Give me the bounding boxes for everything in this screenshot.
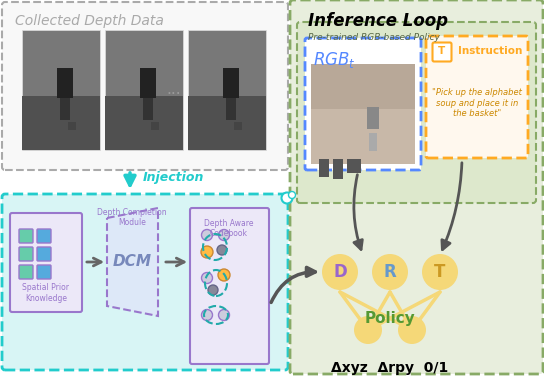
- Bar: [223, 68, 239, 98]
- Circle shape: [422, 254, 458, 290]
- Bar: [347, 159, 361, 173]
- Polygon shape: [107, 208, 158, 316]
- Text: Depth Aware
Codebook: Depth Aware Codebook: [204, 219, 254, 238]
- Text: Instruction: Instruction: [458, 46, 522, 56]
- Text: Δxyz  Δrpy  0/1: Δxyz Δrpy 0/1: [331, 361, 449, 375]
- FancyBboxPatch shape: [19, 247, 33, 261]
- FancyBboxPatch shape: [2, 194, 288, 370]
- FancyBboxPatch shape: [10, 213, 82, 312]
- FancyBboxPatch shape: [190, 208, 269, 364]
- Text: Policy: Policy: [364, 311, 416, 326]
- Text: Collected Depth Data: Collected Depth Data: [15, 14, 164, 28]
- Bar: [22, 30, 100, 150]
- FancyBboxPatch shape: [305, 38, 421, 170]
- FancyBboxPatch shape: [19, 265, 33, 279]
- Bar: [188, 30, 266, 150]
- FancyBboxPatch shape: [426, 36, 528, 158]
- Bar: [60, 98, 70, 120]
- Bar: [22, 96, 100, 150]
- Text: R: R: [384, 263, 397, 281]
- Circle shape: [219, 309, 230, 320]
- Circle shape: [219, 229, 230, 241]
- Circle shape: [208, 285, 218, 295]
- Bar: [367, 107, 379, 129]
- FancyBboxPatch shape: [19, 229, 33, 243]
- FancyBboxPatch shape: [37, 265, 51, 279]
- FancyBboxPatch shape: [2, 2, 288, 170]
- Circle shape: [201, 246, 213, 258]
- Circle shape: [201, 309, 213, 320]
- Circle shape: [288, 191, 295, 199]
- Bar: [319, 159, 329, 177]
- FancyBboxPatch shape: [37, 229, 51, 243]
- Circle shape: [372, 254, 408, 290]
- Text: Inference Loop: Inference Loop: [308, 12, 448, 30]
- Text: Injection: Injection: [143, 171, 205, 185]
- Text: Spatial Prior
Knowledge: Spatial Prior Knowledge: [22, 283, 70, 303]
- Circle shape: [217, 245, 227, 255]
- Bar: [105, 96, 183, 150]
- Bar: [105, 30, 183, 150]
- Bar: [151, 122, 159, 130]
- Text: Pre-trained RGB-based Policy: Pre-trained RGB-based Policy: [308, 32, 440, 41]
- Bar: [311, 109, 415, 164]
- Bar: [333, 159, 343, 179]
- Bar: [311, 64, 415, 164]
- Bar: [226, 98, 236, 120]
- Text: Depth Completion
Module: Depth Completion Module: [97, 208, 167, 227]
- Bar: [140, 68, 156, 98]
- Bar: [234, 122, 242, 130]
- FancyBboxPatch shape: [37, 247, 51, 261]
- Circle shape: [201, 229, 213, 241]
- FancyBboxPatch shape: [432, 42, 452, 62]
- Text: T: T: [438, 46, 446, 56]
- Bar: [57, 68, 73, 98]
- Bar: [188, 96, 266, 150]
- Circle shape: [201, 273, 213, 284]
- Text: "Pick up the alphabet
soup and place it in
the basket": "Pick up the alphabet soup and place it …: [432, 88, 522, 118]
- Circle shape: [218, 269, 230, 281]
- Text: DCM: DCM: [113, 255, 151, 270]
- Circle shape: [354, 316, 382, 344]
- Bar: [369, 133, 378, 151]
- Bar: [143, 98, 153, 120]
- Text: $RGB_t$: $RGB_t$: [313, 50, 356, 70]
- FancyBboxPatch shape: [297, 22, 536, 203]
- Text: ...: ...: [166, 82, 181, 97]
- FancyBboxPatch shape: [290, 0, 543, 374]
- Circle shape: [322, 254, 358, 290]
- Circle shape: [398, 316, 426, 344]
- Bar: [68, 122, 76, 130]
- Text: T: T: [434, 263, 446, 281]
- Text: D: D: [333, 263, 347, 281]
- Circle shape: [281, 193, 293, 203]
